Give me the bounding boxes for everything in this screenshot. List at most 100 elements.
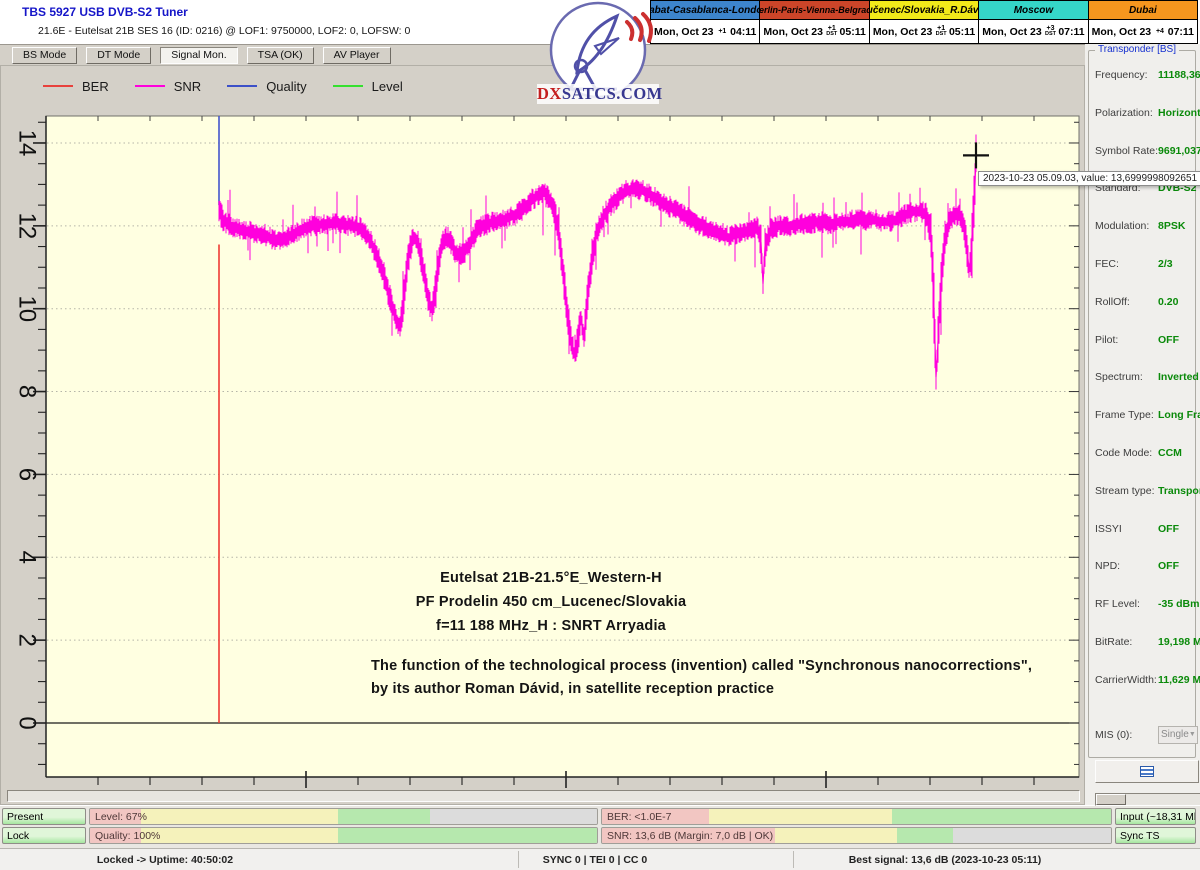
clock-utc-offset: +1 DST [935,25,947,38]
signal-bar-row: Lock Quality: 100% SNR: 13,6 dB (Margin: 7… [2,827,1198,844]
utc-offset-value: +1 [827,25,836,33]
chart-annotation-invention: The function of the technological proces… [371,655,1051,700]
tab-dt-mode[interactable]: DT Mode [86,46,152,64]
transponder-label: FEC: [1095,257,1119,270]
annotation-line: by its author Roman Dávid, in satellite … [371,680,775,697]
meter-zone-yellow [775,828,898,843]
tab-bar: BS Mode DT Mode Signal Mon. TSA (OK) AV Play… [0,44,1085,65]
meter-label: Level: 67% [95,811,147,823]
transponder-row: RF Level: -35 dBm [1095,598,1199,636]
transponder-value: Long Frame [1158,409,1200,422]
annotation-line: The function of the technological proces… [371,658,1033,674]
transponder-value: Horizontal [1158,106,1200,119]
list-icon [1140,765,1154,777]
meter-zone-green [897,828,954,843]
mis-label: MIS (0): [1095,728,1133,741]
meter-zone-pink [90,809,141,824]
legend-label: Level [371,78,403,94]
status-bar: Locked -> Uptime: 40:50:02 SYNC 0 | TEI … [0,848,1200,870]
tab-tsa-ok-[interactable]: TSA (OK) [246,46,314,64]
window-title: TBS 5927 USB DVB-S2 Tuner [22,5,188,19]
transponder-row: CarrierWidth:11,629 MHz [1095,673,1200,712]
mis-dropdown[interactable]: Single ▼ [1158,725,1198,744]
transponder-row: Stream type:Transport [1095,484,1200,523]
tab-av-player[interactable]: AV Player [322,46,391,64]
clock-time-row: Mon, Oct 23 +1 DST 05:11 [869,20,979,43]
meter-zone-yellow [708,809,893,824]
end-box: Sync TS [1115,827,1196,844]
end-box: Input (~18,31 Mbps) [1115,808,1196,825]
transponder-value: 11,629 MHz [1158,673,1200,686]
transponder-value: 0.20 [1158,295,1179,308]
y-tick-label: 8 [14,385,41,398]
y-tick-label: 4 [14,551,41,564]
clock-panel: Lučenec/Slovakia_R.DávidMon, Oct 23+1DST… [869,1,980,43]
utc-offset-value: +4 [1155,28,1164,35]
transponder-value: 8PSK [1158,220,1186,233]
clock-time: 05:11 [948,25,976,38]
clock-city-label: Berlin-Paris-Vienna-Belgrade [760,1,869,20]
transponder-value: OFF [1158,522,1179,535]
sidebar-scrollbar[interactable] [1095,792,1200,806]
transponder-value: OFF [1158,333,1179,346]
meter-zone-yellow [140,828,339,843]
transponder-label: Frame Type: [1095,409,1154,422]
transponder-label: RF Level: [1095,598,1140,611]
clock-panel: Rabat-Casablanca-London Mon, Oct 23 +104:1… [651,1,761,43]
meter-zone-gray [953,828,1111,843]
transponder-value: CCM [1158,446,1182,459]
dxsatcs-logo: DXSATCS.COM [537,0,663,104]
snr-chart: 0 2 4 6 8 10 12 14 [13,115,1080,788]
tab-signal-mon-[interactable]: Signal Mon. [160,46,238,64]
clock-date: Mon, Oct 23 [654,25,714,38]
transponder-row: Polarization: Horizontal [1095,107,1200,145]
y-tick-label: 6 [14,468,41,481]
status-uptime: Locked -> Uptime: 40:50:02 [96,854,234,866]
transponder-label: Spectrum: [1095,371,1143,384]
chart-scrollbar-groove[interactable] [7,790,1080,802]
meter-zone-gray [429,809,597,824]
chart-legend: BER SNR Quality Level [43,74,403,98]
clock-utc-offset: +1 DST [826,25,838,38]
logo-wordmark: DXSATCS.COM [537,84,663,104]
transponder-row: Frame Type: Long Frame [1095,409,1200,447]
transponder-value: OFF [1158,560,1179,573]
groupbox-title: Transponder [BS] [1095,44,1180,55]
chart-tooltip: 2023-10-23 05.09.03, value: 13,699999809… [978,171,1200,186]
utc-offset-value: +1 [718,28,727,35]
clock-city-label: Moscow [979,1,1088,20]
transponder-row: BitRate: 19,198 Mbit/s [1095,636,1200,674]
signal-bar-row: Present Level: 67% BER: <1.0E-7 Input (~18,… [2,808,1198,825]
dst-flag: DST [935,31,947,38]
meter-zone-yellow [140,809,339,824]
annotation-line: PF Prodelin 450 cm_Lucenec/Slovakia [415,594,687,610]
y-tick-label: 10 [13,295,40,322]
transponder-value: 2/3 [1158,257,1173,270]
status-divider [793,851,794,868]
tab-bs-mode[interactable]: BS Mode [12,46,78,64]
annotation-line: Eutelsat 21B-21.5°E_Western-H [440,570,662,586]
stream-list-button[interactable] [1095,759,1199,783]
state-box-present: Present [2,808,86,825]
clock-time: 04:11 [730,25,757,38]
transponder-value: 19,198 Mbit/s [1158,635,1200,648]
meter-zone-green [338,809,430,824]
utc-offset-value: +3 [1046,25,1055,33]
transponder-label: Stream type: [1095,484,1155,497]
legend-item-level: Level [332,78,403,94]
transponder-value: Inverted [1158,371,1199,384]
transponder-row: NPD: OFF [1095,560,1190,598]
clock-date: Mon, Oct 23 [763,25,823,38]
transponder-value: -35 dBm [1158,598,1200,611]
clock-panel: Moscow Mon, Oct 23 +3 DST 07:11 [979,1,1089,43]
transponder-row: Frequency: 11188,368 MHz [1095,69,1200,107]
meter-zone-green [892,809,1111,824]
transponder-label: CarrierWidth: [1095,673,1157,686]
scrollbar-thumb[interactable] [1096,793,1126,805]
mis-value: Single [1161,729,1189,741]
clock-city-label: Dubai [1088,1,1198,20]
transponder-value: 11188,368 MHz [1158,69,1200,81]
meter-quality: Quality: 100% [89,827,598,844]
transponder-row: Modulation: 8PSK [1095,220,1190,258]
clock-date: Mon, Oct 23 [982,25,1042,38]
